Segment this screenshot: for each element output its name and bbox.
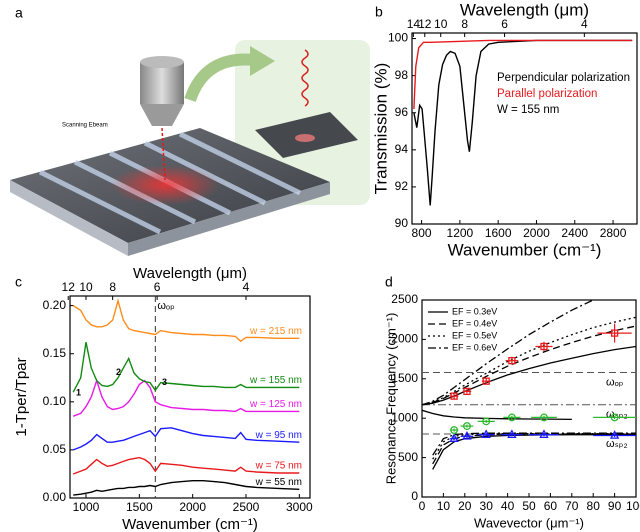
- ref-label: ωₒₚ: [606, 376, 624, 388]
- x-tick-label: 10: [437, 499, 451, 513]
- y-tick-label: 98: [395, 68, 409, 82]
- y-tick-label: 0.15: [43, 346, 67, 360]
- x2-tick-label: 6: [154, 280, 161, 294]
- lens-tip: [140, 104, 184, 126]
- theory-curve: [422, 300, 593, 405]
- x-axis-label: Wavevector (μm⁻¹): [474, 515, 584, 530]
- series-label: w = 155 nm: [249, 375, 302, 386]
- annotation: W = 155 nm: [497, 104, 559, 116]
- x-tick-label: 100: [626, 499, 640, 513]
- x-tick-label: 60: [544, 499, 558, 513]
- y-axis-label: Transmission (%): [371, 63, 390, 195]
- illustration-label: Scanning Ebeam: [62, 123, 108, 129]
- x-tick-label: 2800: [600, 226, 627, 240]
- series-label: w = 75 nm: [255, 461, 302, 472]
- y-tick-label: 94: [395, 142, 409, 156]
- inset-spot: [295, 134, 315, 142]
- y-tick-label: 0.20: [43, 298, 67, 312]
- x-tick-label: 40: [501, 499, 515, 513]
- x2-tick-label: 4: [243, 280, 250, 294]
- y-tick-label: 90: [395, 216, 409, 230]
- ref-label: ωₛₚ₂: [606, 438, 628, 450]
- figure: Scanning Ebeam a b8001200160020002400280…: [0, 0, 640, 532]
- series-label: w = 55 nm: [255, 477, 302, 488]
- x2-tick-label: 10: [434, 17, 448, 31]
- beam-spot: [110, 165, 220, 205]
- legend-entry: Perpendicular polarization: [497, 72, 630, 84]
- x-tick-label: 90: [608, 499, 622, 513]
- ref-label: ωₒₚ: [157, 300, 175, 312]
- x-tick-label: 0: [419, 499, 426, 513]
- y-tick-label: 96: [395, 105, 409, 119]
- peak-label: 3: [162, 377, 167, 387]
- panel-label: c: [15, 274, 22, 290]
- y-tick-label: 0.00: [43, 490, 67, 504]
- plot-frame: [412, 33, 637, 224]
- x-tick-label: 1500: [126, 500, 153, 514]
- lens-body: [140, 62, 184, 104]
- x2-tick-label: 12: [418, 17, 432, 31]
- y-tick-label: 500: [398, 450, 418, 464]
- x-axis-label: Wavenumber (cm⁻¹): [448, 240, 602, 259]
- y-tick-label: 92: [395, 179, 409, 193]
- x2-tick-label: 10: [79, 280, 93, 294]
- y-tick-label: 0: [411, 489, 418, 503]
- series-line: [414, 40, 632, 205]
- y-tick-label: 100: [388, 31, 408, 45]
- x-tick-label: 80: [587, 499, 601, 513]
- y-tick-label: 0.10: [43, 394, 67, 408]
- series-label: w = 215 nm: [249, 326, 302, 337]
- legend-entry: EF = 0.5eV: [452, 330, 497, 340]
- x2-tick-label: 8: [109, 280, 116, 294]
- x-tick-label: 70: [565, 499, 579, 513]
- x-tick-label: 1200: [447, 226, 474, 240]
- y-tick-label: 0.05: [43, 442, 67, 456]
- legend-entry: Parallel polarization: [497, 88, 597, 100]
- theory-curve: [422, 410, 572, 419]
- x-tick-label: 2500: [233, 500, 260, 514]
- series-label: w = 95 nm: [255, 430, 302, 441]
- x-tick-label: 800: [412, 226, 432, 240]
- x2-axis-label: Wavelength (μm): [460, 0, 589, 19]
- x2-axis-label: Wavelength (μm): [133, 265, 247, 282]
- x-tick-label: 3000: [286, 500, 313, 514]
- lens-top: [140, 56, 184, 68]
- x-tick-label: 1600: [485, 226, 512, 240]
- panel-label: d: [385, 274, 393, 290]
- illustration: Scanning Ebeam a: [10, 5, 370, 256]
- x-tick-label: 50: [522, 499, 536, 513]
- y-axis-label: 1-Tper/Tpar: [13, 357, 30, 436]
- x-axis-label: Wavenumber (cm⁻¹): [122, 516, 258, 532]
- x-tick-label: 2000: [523, 226, 550, 240]
- panel-label: a: [15, 5, 23, 21]
- x-tick-label: 20: [458, 499, 472, 513]
- panel-label: b: [375, 4, 383, 20]
- legend-entry: EF = 0.3eV: [452, 306, 497, 316]
- legend-entry: EF = 0.4eV: [452, 318, 497, 328]
- x-tick-label: 2400: [561, 226, 588, 240]
- x2-tick-label: 12: [62, 280, 76, 294]
- peak-label: 2: [116, 367, 121, 377]
- y-axis-label: Resonance Frequency (cm⁻¹): [383, 313, 398, 485]
- x-tick-label: 1000: [73, 500, 100, 514]
- x-tick-label: 2000: [179, 500, 206, 514]
- peak-label: 1: [76, 387, 81, 397]
- y-tick-label: 2500: [391, 292, 418, 306]
- legend-entry: EF = 0.6eV: [452, 342, 497, 352]
- series-label: w = 125 nm: [249, 399, 302, 410]
- x-tick-label: 30: [480, 499, 494, 513]
